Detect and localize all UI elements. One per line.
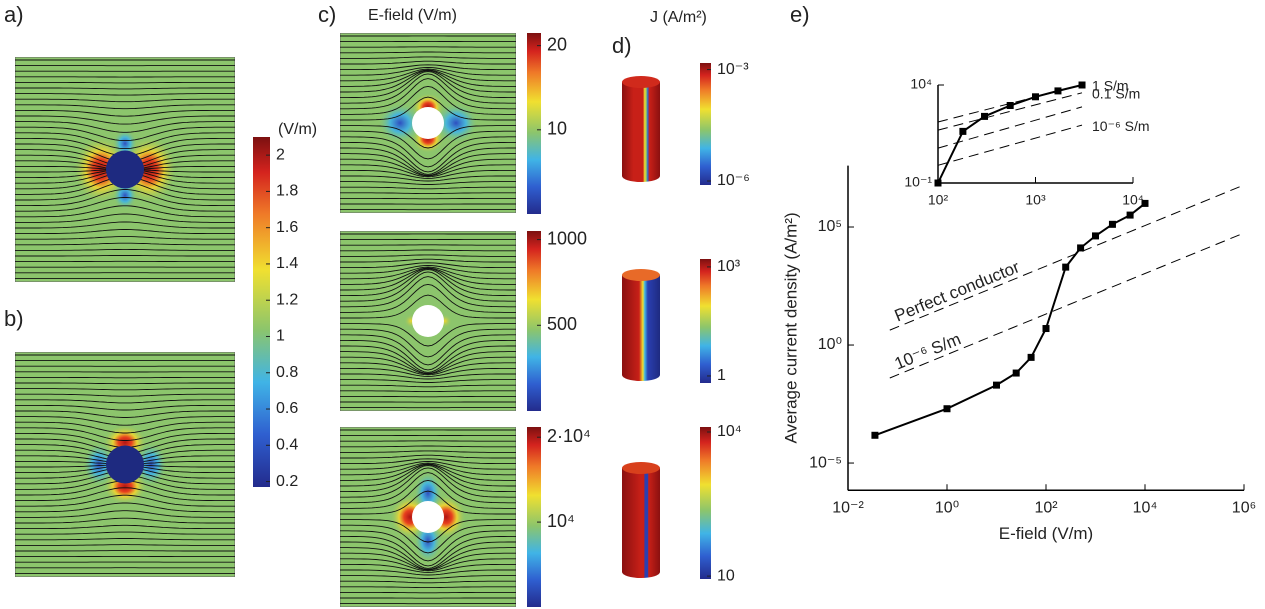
colorbar-tick-label: 10 [547,119,567,139]
x-tick-label: 10² [928,192,949,208]
colorbar-tick-label: 10⁴ [547,511,575,531]
data-point [981,113,988,120]
cylinder-top [622,462,660,474]
cylinder-top [622,76,660,88]
figure: a) b) c) d) e) E-field (V/m) (V/m) J (A/… [0,0,1265,609]
panel-label: e) [790,2,810,27]
colorbar-tick-label: 10⁻³ [717,61,749,78]
colorbar-tick-label: 500 [547,314,577,334]
data-point [1054,87,1061,94]
data-point [1062,264,1069,271]
data-point [1127,212,1134,219]
colorbar-tick-label: 2 [276,146,285,163]
colorbar-tick-label: 1.8 [276,183,298,200]
x-tick-label: 10⁶ [1232,500,1256,517]
colorbar-tick-label: 1 [717,367,726,384]
x-tick-label: 10⁻² [832,500,864,517]
reference-line [938,93,1082,130]
series-label: 10⁻⁶ S/m [1092,118,1150,134]
cylinder [622,82,660,182]
x-tick-label: 10⁴ [1122,192,1144,208]
data-point [935,180,942,187]
cylinders [622,76,660,578]
colorbar [527,231,541,411]
panel-label: a) [4,2,24,27]
colorbar-tick-label: 10 [717,567,735,584]
x-tick-label: 10² [1034,500,1058,517]
colorbar-tick-label: 2·10⁴ [547,426,591,446]
current-title: J (A/m²) [650,9,707,26]
inclusion [412,501,444,533]
colorbar [253,137,270,487]
x-axis-label: E-field (V/m) [999,524,1093,543]
colorbar-tick-label: 20 [547,34,567,54]
series-label: Perfect conductor [892,257,1023,325]
cylinder [622,275,660,381]
streamline [15,256,235,257]
y-tick-label: 10⁻¹ [904,174,932,190]
colorbar-tick-label: 1.2 [276,291,298,308]
x-tick-label: 10³ [1025,192,1046,208]
y-tick-label: 10⁴ [910,76,932,92]
data-point [1013,370,1020,377]
panel-label: c) [318,2,336,27]
x-tick-label: 10⁴ [1133,500,1158,517]
cylinder [622,468,660,578]
y-tick-label: 10⁻⁵ [809,454,842,471]
series-label: 0.1 S/m [1092,86,1140,102]
panel-label: b) [4,306,24,331]
colorbar-tick-label: 10⁻⁶ [717,172,750,189]
x-tick-label: 10⁰ [935,500,959,517]
colorbar-unit: (V/m) [278,121,317,138]
field-map [340,427,516,607]
series-label: 10⁻⁶ S/m [892,329,964,373]
inclusion [106,151,144,189]
streamline [15,82,235,83]
colorbar [700,63,711,185]
panel-label: d) [612,33,632,58]
field-map [15,352,235,577]
inclusion [412,305,444,337]
colorbar-tick-label: 0.2 [276,473,298,490]
y-tick-label: 10⁵ [818,218,842,235]
cylinder-top [622,269,660,281]
data-point [1109,221,1116,228]
colorbar-tick-label: 0.6 [276,400,298,417]
colorbar-tick-label: 0.4 [276,437,298,454]
colorbar-tick-label: 1.6 [276,219,298,236]
data-point [1079,82,1086,89]
colorbar-tick-label: 10³ [717,258,741,275]
data-point [959,128,966,135]
colorbar-tick-label: 1000 [547,228,587,248]
data-point [871,432,878,439]
colorbar [527,33,541,214]
field-map [340,231,516,411]
reference-line [938,107,1082,148]
field-map [15,57,235,282]
colorbar-tick-label: 1 [276,328,285,345]
colorbar-tick-label: 10⁴ [717,423,742,440]
inclusion [412,107,444,139]
colorbar [700,259,711,383]
field-map [340,33,516,213]
inclusion [106,446,144,484]
data-point [944,405,951,412]
y-tick-label: 10⁰ [818,336,842,353]
data-point [1043,325,1050,332]
colorbar [527,427,541,607]
colorbar-tick-label: 1.4 [276,255,298,272]
data-point [993,382,1000,389]
colorbar [700,427,711,579]
colorbar-tick-label: 0.8 [276,364,298,381]
data-point [1028,354,1035,361]
data-line [875,203,1145,435]
field-title: E-field (V/m) [368,7,457,24]
data-point [1007,102,1014,109]
data-point [1092,232,1099,239]
data-point [1077,244,1084,251]
y-axis-label: Average current density (A/m²) [781,212,800,443]
